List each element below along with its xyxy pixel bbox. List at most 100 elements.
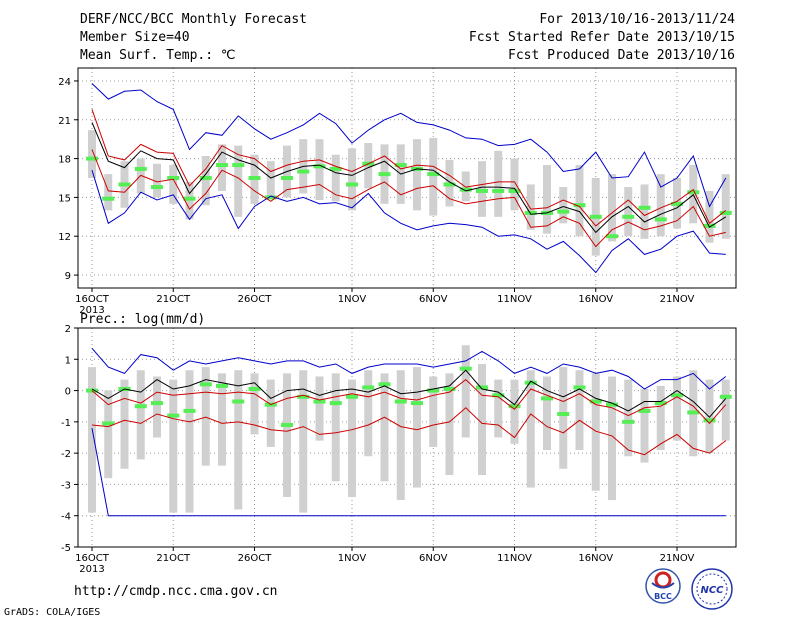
median-mark bbox=[346, 394, 358, 399]
spread-box bbox=[169, 379, 178, 513]
median-mark bbox=[134, 404, 147, 409]
spread-box bbox=[283, 373, 291, 497]
spread-box bbox=[461, 171, 470, 202]
median-mark bbox=[86, 388, 98, 393]
spread-box bbox=[153, 376, 161, 438]
member-size: Member Size=40 bbox=[80, 30, 190, 45]
spread-box bbox=[234, 145, 243, 217]
spread-box bbox=[201, 367, 210, 466]
median-mark bbox=[102, 196, 115, 201]
median-mark bbox=[687, 410, 700, 415]
median-mark bbox=[589, 399, 602, 404]
median-mark bbox=[297, 394, 310, 399]
y-tick-label: 15 bbox=[58, 193, 71, 204]
median-mark bbox=[557, 412, 570, 417]
median-mark bbox=[167, 413, 180, 418]
spread-box bbox=[624, 187, 633, 237]
y-tick-label: 12 bbox=[58, 232, 71, 243]
median-mark bbox=[313, 399, 326, 404]
median-mark bbox=[638, 205, 651, 210]
lower-line bbox=[91, 407, 727, 456]
forecast-produced-date: Fcst Produced Date 2013/10/16 bbox=[508, 48, 735, 63]
y-tick-label: -2 bbox=[61, 449, 71, 460]
median-mark bbox=[459, 187, 472, 192]
median-mark bbox=[346, 182, 358, 187]
median-mark bbox=[216, 163, 228, 168]
variable-label-prec: Prec.: log(mm/d) bbox=[80, 312, 206, 327]
y-tick-label: 1 bbox=[65, 355, 71, 366]
spread-box bbox=[380, 373, 389, 482]
spread-box bbox=[673, 376, 681, 441]
variable-label-temp: Mean Surf. Temp.: ℃ bbox=[80, 48, 236, 63]
y-tick-label: -5 bbox=[61, 543, 71, 554]
upper-line bbox=[91, 378, 727, 425]
x-tick-label: 16NOV bbox=[578, 553, 613, 564]
median-mark bbox=[394, 399, 407, 404]
median-mark bbox=[703, 418, 716, 423]
x-tick-label: 16OCT bbox=[75, 294, 110, 305]
min-line bbox=[91, 170, 726, 274]
spread-box bbox=[88, 367, 96, 513]
bcc-logo-text: BCC bbox=[654, 592, 672, 601]
median-mark bbox=[654, 401, 667, 406]
median-mark bbox=[443, 182, 456, 187]
median-mark bbox=[541, 396, 553, 401]
median-mark bbox=[313, 164, 326, 169]
spread-box bbox=[266, 161, 275, 198]
y-tick-label: -1 bbox=[61, 418, 71, 429]
median-mark bbox=[524, 380, 537, 385]
x-tick-label: 21OCT bbox=[156, 294, 191, 305]
median-mark bbox=[199, 382, 212, 387]
median-mark bbox=[167, 176, 180, 180]
forecast-period: For 2013/10/16-2013/11/24 bbox=[539, 12, 735, 27]
spread-box bbox=[656, 174, 665, 237]
median-mark bbox=[589, 214, 602, 219]
median-mark bbox=[378, 382, 391, 387]
median-mark bbox=[622, 214, 635, 219]
spread-box bbox=[364, 370, 373, 457]
spread-box bbox=[640, 184, 649, 239]
spread-box bbox=[88, 130, 96, 178]
spread-box bbox=[510, 158, 519, 211]
spread-box bbox=[526, 370, 535, 488]
spread-box bbox=[299, 370, 308, 513]
median-mark bbox=[248, 176, 261, 180]
spread-box bbox=[624, 379, 633, 457]
y-tick-label: 9 bbox=[65, 271, 71, 282]
median-mark bbox=[216, 383, 228, 388]
spread-box bbox=[429, 376, 438, 447]
min-line bbox=[91, 428, 726, 517]
max-line bbox=[91, 83, 727, 208]
spread-box bbox=[266, 379, 275, 447]
median-mark bbox=[118, 182, 131, 187]
spread-box bbox=[104, 390, 113, 479]
x-tick-label: 16OCT bbox=[75, 553, 110, 564]
spread-box bbox=[185, 370, 194, 513]
median-mark bbox=[281, 176, 293, 180]
spread-box bbox=[640, 389, 649, 463]
median-mark bbox=[232, 163, 245, 168]
panel-precipitation: -5 -4 -3 -2 -1 0 1 2 16OCT 21OCT 26OCT 1NOV 6NOV 11NO… bbox=[61, 324, 737, 575]
x-tick-label: 21NOV bbox=[660, 553, 695, 564]
spread-box bbox=[348, 148, 356, 211]
spread-box bbox=[104, 174, 113, 211]
ncc-logo: NCC bbox=[691, 568, 733, 610]
median-mark bbox=[476, 385, 488, 390]
spread-box bbox=[543, 165, 551, 234]
y-tick-label: 21 bbox=[58, 116, 71, 127]
source-url[interactable]: http://cmdp.ncc.cma.gov.cn bbox=[74, 584, 278, 599]
median-mark bbox=[134, 166, 147, 171]
bcc-logo: BCC bbox=[645, 568, 681, 604]
spread-box bbox=[575, 370, 584, 451]
median-mark bbox=[557, 209, 570, 214]
median-mark bbox=[524, 210, 537, 215]
max-line bbox=[91, 347, 727, 390]
y-tick-label: -4 bbox=[61, 512, 71, 523]
spread-box bbox=[608, 174, 616, 242]
spread-box bbox=[494, 379, 503, 438]
x-tick-label: 1NOV bbox=[338, 294, 367, 305]
median-mark bbox=[183, 196, 196, 201]
spread-box bbox=[218, 144, 226, 191]
plot-frame bbox=[77, 67, 737, 289]
